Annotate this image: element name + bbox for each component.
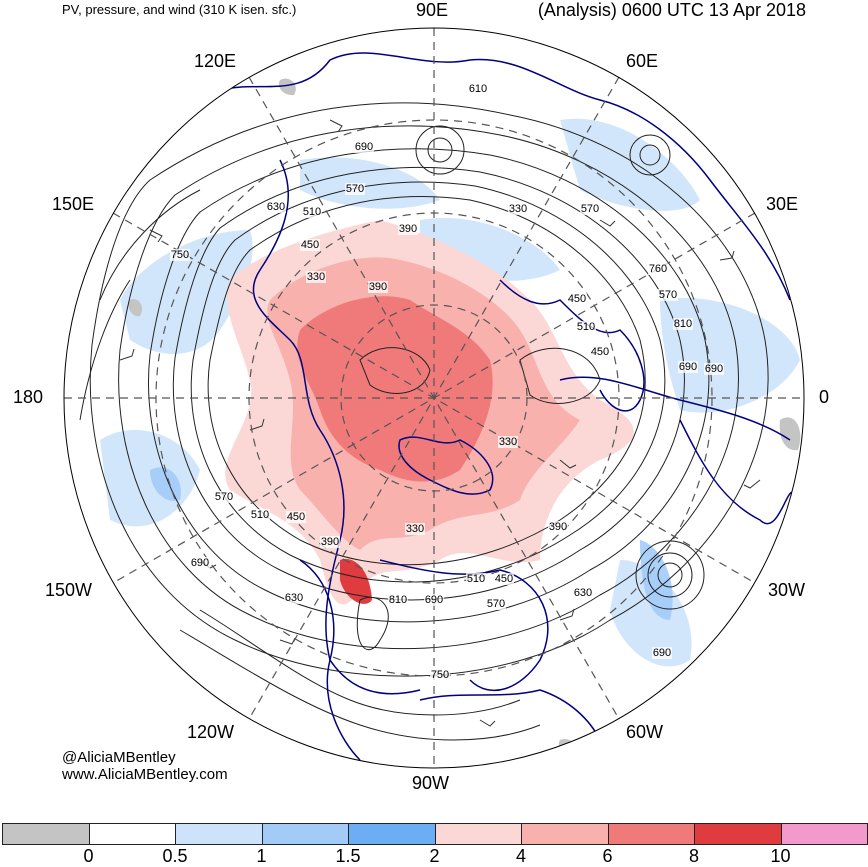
colorbar-label: 0	[83, 846, 93, 867]
colorbar-swatch	[521, 823, 609, 845]
contour-label: 570	[659, 289, 677, 301]
colorbar-label: 2	[429, 846, 439, 867]
contour-label: 330	[509, 203, 527, 215]
contour-label: 750	[171, 249, 189, 261]
colorbar-swatch	[262, 823, 350, 845]
colorbar-swatch	[781, 823, 868, 845]
contour-label: 630	[574, 587, 592, 599]
colorbar-swatch	[348, 823, 436, 845]
contour-label: 390	[399, 223, 417, 235]
contour-label: 510	[467, 573, 485, 585]
contour-label: 630	[285, 592, 303, 604]
contour-label: 810	[389, 594, 407, 606]
contour-label: 390	[321, 536, 339, 548]
contour-label: 570	[215, 491, 233, 503]
credit-handle: @AliciaMBentley	[62, 749, 176, 766]
contour-label: 690	[355, 141, 373, 153]
contour-label: 450	[495, 573, 513, 585]
contour-label: 690	[679, 361, 697, 373]
lon-label-30w: 30W	[768, 580, 805, 601]
lon-label-120w: 120W	[187, 722, 234, 743]
contour-label: 810	[674, 318, 692, 330]
plot-description: PV, pressure, and wind (310 K isen. sfc.…	[62, 2, 296, 17]
colorbar-swatch	[89, 823, 177, 845]
colorbar-label: 0.5	[162, 846, 187, 867]
contour-label: 690	[191, 557, 209, 569]
contour-label: 570	[581, 203, 599, 215]
lon-label-60e: 60E	[626, 51, 658, 72]
contour-label: 690	[425, 594, 443, 606]
lon-label-90e: 90E	[416, 0, 448, 21]
colorbar-label: 10	[770, 846, 790, 867]
lon-label-120e: 120E	[194, 51, 236, 72]
contour-label: 330	[406, 523, 424, 535]
lon-label-60w: 60W	[626, 722, 663, 743]
contour-label: 390	[549, 521, 567, 533]
contour-label: 690	[653, 647, 671, 659]
lon-label-0: 0	[819, 387, 829, 408]
colorbar-swatch	[608, 823, 696, 845]
contour-label: 610	[469, 83, 487, 95]
lon-label-90w: 90W	[412, 773, 449, 794]
colorbar-label: 6	[602, 846, 612, 867]
contour-label: 510	[577, 321, 595, 333]
colorbar-swatch	[2, 823, 90, 845]
contour-label: 570	[346, 183, 364, 195]
credit-url: www.AliciaMBentley.com	[62, 766, 228, 783]
colorbar-label: 1	[256, 846, 266, 867]
contour-label: 450	[287, 511, 305, 523]
lon-label-150e: 150E	[52, 194, 94, 215]
contour-label: 330	[307, 271, 325, 283]
contour-label: 450	[591, 346, 609, 358]
contour-label: 630	[267, 201, 285, 213]
contour-label: 450	[301, 239, 319, 251]
contour-label: 510	[251, 509, 269, 521]
colorbar-label: 4	[516, 846, 526, 867]
lon-label-150w: 150W	[45, 580, 92, 601]
contour-label: 570	[487, 598, 505, 610]
plot-title: (Analysis) 0600 UTC 13 Apr 2018	[538, 0, 806, 21]
colorbar-swatch	[694, 823, 782, 845]
colorbar-label: 1.5	[335, 846, 360, 867]
contour-label: 760	[649, 263, 667, 275]
contour-label: 330	[499, 436, 517, 448]
contour-label: 390	[369, 281, 387, 293]
lon-label-30e: 30E	[766, 194, 798, 215]
contour-label: 510	[303, 206, 321, 218]
colorbar-label: 8	[689, 846, 699, 867]
colorbar-swatch	[435, 823, 523, 845]
contour-label: 690	[705, 363, 723, 375]
contour-label: 450	[568, 293, 586, 305]
lon-label-180: 180	[13, 387, 43, 408]
contour-label: 750	[431, 669, 449, 681]
colorbar-swatch	[175, 823, 263, 845]
